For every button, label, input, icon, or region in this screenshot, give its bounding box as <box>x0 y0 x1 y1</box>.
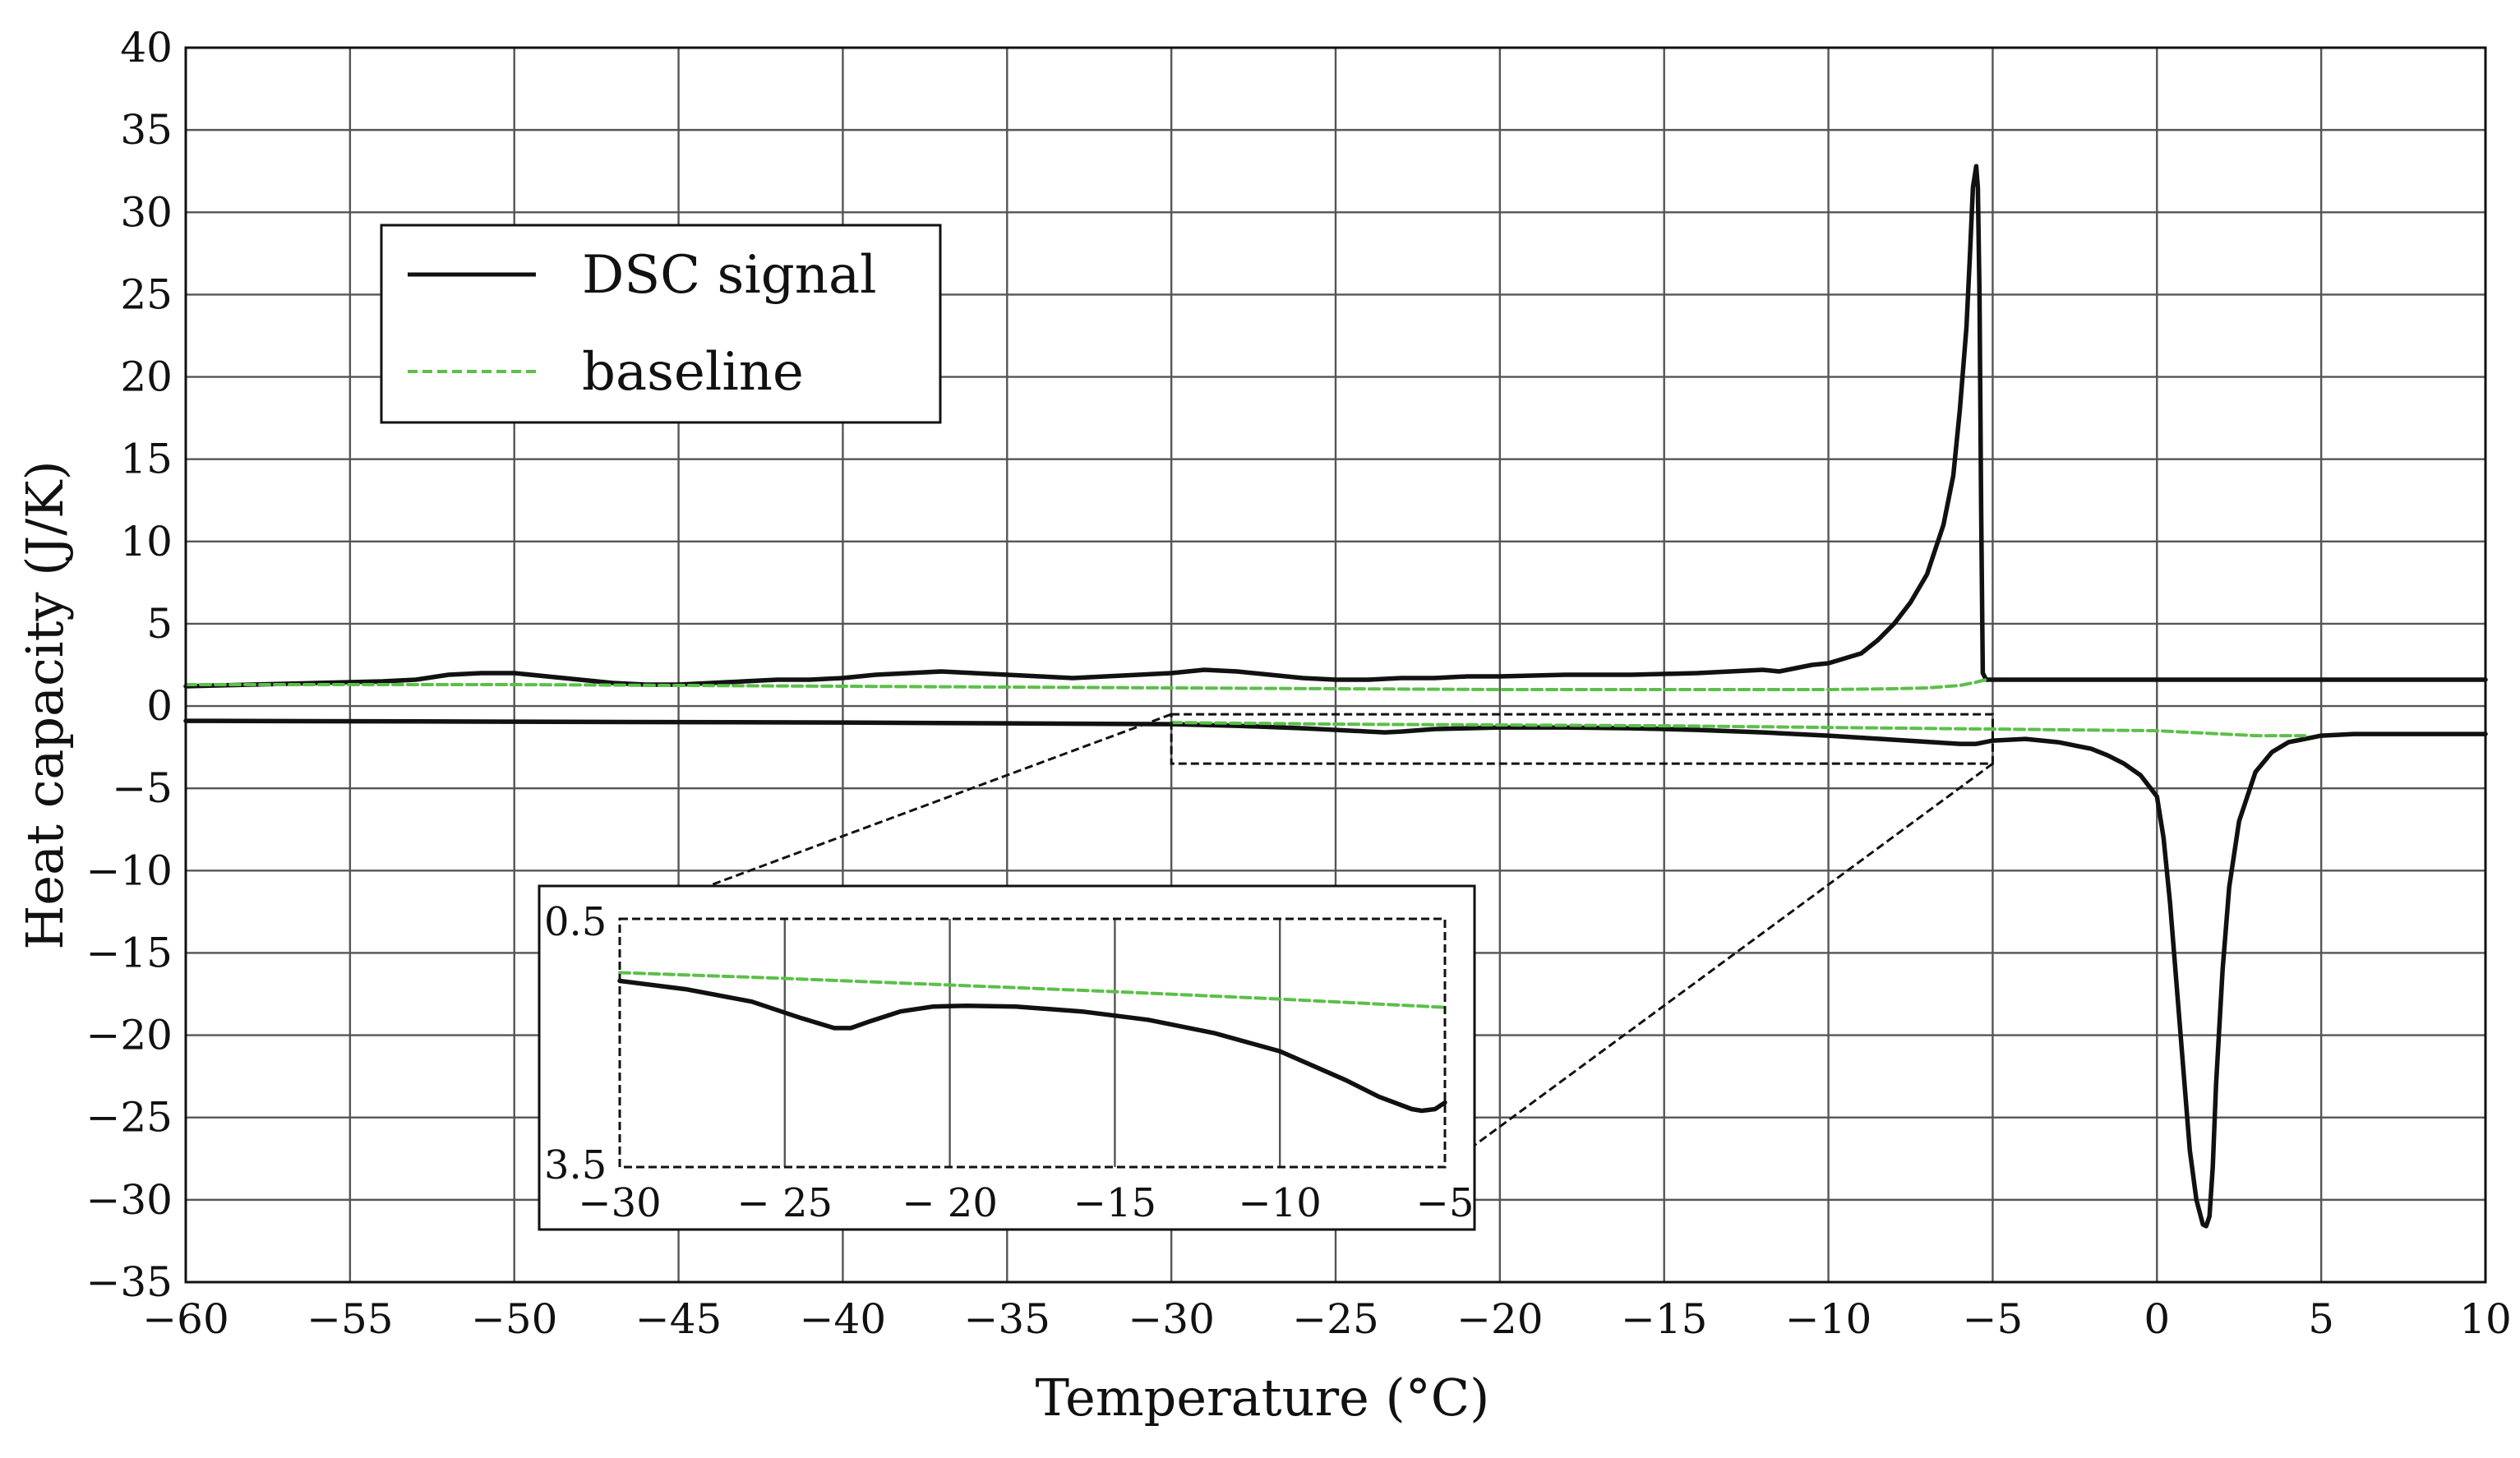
inset-dsc-signal-line <box>617 978 1447 1114</box>
x-tick-label: −45 <box>635 1295 722 1343</box>
inset-plot-box <box>618 917 1447 1169</box>
y-tick-label: 15 <box>120 436 173 483</box>
x-axis-title: Temperature (°C) <box>1036 1368 1490 1428</box>
y-tick-label: −25 <box>85 1094 173 1142</box>
x-tick-label: −35 <box>964 1295 1051 1343</box>
y-tick-label: −30 <box>85 1176 173 1224</box>
x-tick-label: −50 <box>471 1295 558 1343</box>
inset-x-tick-label: −30 <box>578 1180 661 1226</box>
baseline-line <box>184 678 1988 691</box>
y-tick-label: 40 <box>120 24 173 72</box>
y-tick-label: 25 <box>120 270 173 318</box>
y-tick-label: 10 <box>120 518 173 565</box>
x-tick-label: 0 <box>2144 1295 2170 1343</box>
y-tick-label: −10 <box>85 847 173 894</box>
y-tick-label: −15 <box>85 929 173 976</box>
legend-box <box>380 224 942 424</box>
legend: DSC signal baseline <box>380 224 942 424</box>
y-axis-title: Heat capacity (J/K) <box>15 460 75 949</box>
inset-y-top-label: 0.5 <box>544 899 607 945</box>
x-tick-label: −10 <box>1785 1295 1872 1343</box>
inset-y-bottom-label: 3.5 <box>544 1142 607 1188</box>
inset-zoom-panel: 0.5 3.5 −30 − 25 − 20 −15 −10 −5 <box>538 884 1476 1231</box>
x-tick-label: −5 <box>1963 1295 2024 1343</box>
zoom-region-box <box>1170 713 1994 765</box>
legend-label-baseline: baseline <box>582 342 804 403</box>
y-tick-label: 30 <box>120 188 173 236</box>
x-tick-label: −40 <box>800 1295 887 1343</box>
x-tick-label: −60 <box>142 1295 229 1343</box>
y-tick-label: −35 <box>85 1258 173 1306</box>
inset-x-tick-label: −15 <box>1073 1180 1156 1226</box>
x-tick-label: −30 <box>1128 1295 1215 1343</box>
inset-x-tick-label: −5 <box>1416 1180 1475 1226</box>
y-tick-label: 5 <box>146 600 173 648</box>
y-tick-label: −5 <box>112 764 173 812</box>
x-tick-label: −55 <box>307 1295 394 1343</box>
inset-baseline-line <box>618 971 1447 1009</box>
x-tick-label: 10 <box>2459 1295 2512 1343</box>
baseline-line <box>1170 721 2307 738</box>
y-tick-label: −20 <box>85 1012 173 1059</box>
legend-label-dsc-signal: DSC signal <box>582 245 877 306</box>
x-tick-label: 5 <box>2308 1295 2334 1343</box>
inset-x-tick-label: −10 <box>1239 1180 1322 1226</box>
inset-x-tick-label: − 20 <box>902 1180 998 1226</box>
zoom-connector-line <box>1444 762 1994 1169</box>
y-tick-label: 35 <box>120 106 173 154</box>
x-tick-label: −20 <box>1456 1295 1544 1343</box>
x-tick-label: −25 <box>1292 1295 1379 1343</box>
y-tick-label: 0 <box>146 682 173 730</box>
plot-frame <box>184 46 2487 1284</box>
dsc-signal-line <box>183 718 2488 1229</box>
inset-frame <box>538 884 1476 1231</box>
inset-x-tick-label: − 25 <box>737 1180 833 1226</box>
y-tick-label: 20 <box>120 353 173 401</box>
x-tick-label: −15 <box>1621 1295 1708 1343</box>
